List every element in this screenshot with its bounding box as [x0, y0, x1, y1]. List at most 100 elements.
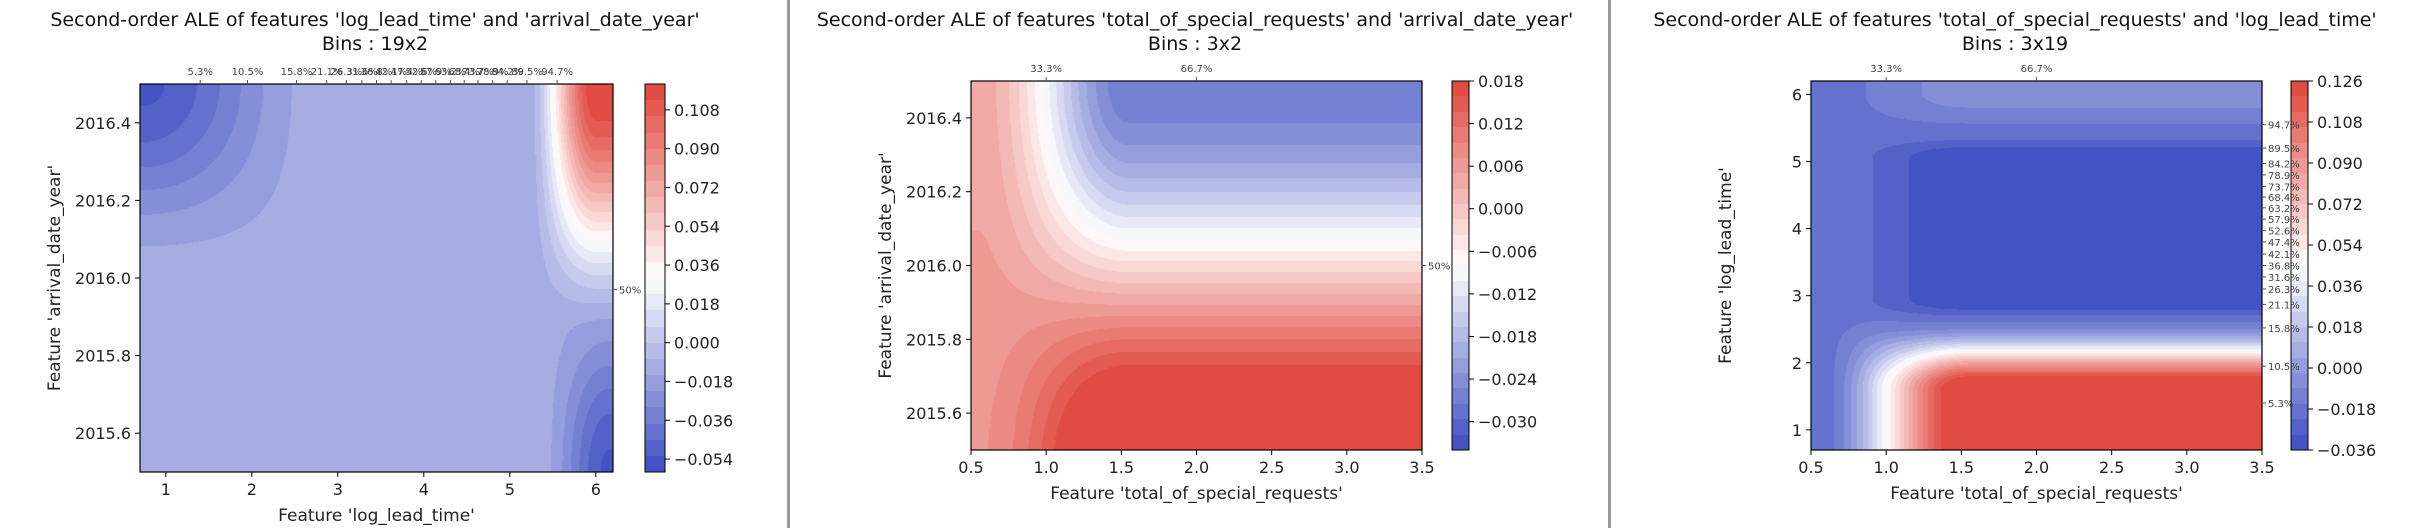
- y-tick-label: 2016.0: [75, 269, 131, 288]
- x-tick-label: 0.5: [958, 458, 983, 477]
- colorbar-frame: [644, 83, 666, 473]
- x-tick-label: 5: [505, 480, 515, 499]
- y-tick-label: 6: [1792, 85, 1802, 104]
- x-tick-label: 2.5: [1259, 458, 1284, 477]
- x-tick-label: 3: [333, 480, 343, 499]
- top-percentile-label: 57.9%: [420, 67, 452, 78]
- x-tick-label: 3.0: [2174, 458, 2199, 477]
- colorbar-tick-label: 0.000: [1478, 200, 1524, 219]
- right-percentile-label: 68.4%: [2268, 193, 2300, 204]
- colorbar-tick-label: 0.018: [674, 295, 720, 314]
- colorbar-tick-label: 0.090: [2317, 154, 2363, 173]
- panel-divider-1: [787, 0, 790, 528]
- right-percentile-label: 21.1%: [2268, 300, 2300, 311]
- colorbar-tick-label: 0.054: [2317, 236, 2363, 255]
- right-percentile-label: 42.1%: [2268, 250, 2300, 261]
- ale-panel-1: Second-order ALE of features 'log_lead_t…: [45, 9, 733, 526]
- right-percentile-label: 89.5%: [2268, 144, 2300, 155]
- y-axis-label: Feature 'arrival_date_year': [45, 165, 65, 391]
- colorbar-tick-label: 0.000: [2317, 359, 2363, 378]
- colorbar-tick-label: −0.024: [1478, 370, 1537, 389]
- chart-title: Second-order ALE of features 'total_of_s…: [1653, 9, 2376, 31]
- y-axis-label: Feature 'log_lead_time': [1716, 167, 1736, 364]
- y-tick-label: 5: [1792, 153, 1802, 172]
- chart-subtitle: Bins : 3x2: [1148, 33, 1242, 55]
- colorbar-tick-label: −0.012: [1478, 285, 1537, 304]
- x-tick-label: 3.5: [1409, 458, 1434, 477]
- colorbar-tick-label: 0.000: [674, 334, 720, 353]
- y-tick-label: 2015.8: [906, 330, 962, 349]
- x-tick-label: 1: [161, 480, 171, 499]
- colorbar-tick-label: −0.036: [674, 411, 733, 430]
- top-percentile-label: 66.7%: [2021, 64, 2053, 75]
- x-tick-label: 2: [247, 480, 257, 499]
- right-percentile-label: 31.6%: [2268, 273, 2300, 284]
- top-percentile-label: 21.1%: [311, 67, 343, 78]
- top-percentile-label: 66.7%: [1181, 64, 1213, 75]
- top-percentile-label: 15.8%: [281, 67, 313, 78]
- colorbar-tick-label: 0.018: [1478, 72, 1524, 91]
- x-tick-label: 2.0: [2024, 458, 2049, 477]
- x-tick-label: 3.5: [2249, 458, 2274, 477]
- colorbar-tick-label: 0.018: [2317, 318, 2363, 337]
- right-percentile-label: 57.9%: [2268, 215, 2300, 226]
- colorbar-tick-label: 0.072: [674, 178, 720, 197]
- top-percentile-label: 5.3%: [187, 67, 212, 78]
- right-percentile-label: 15.8%: [2268, 324, 2300, 335]
- x-axis-label: Feature 'log_lead_time': [278, 506, 475, 526]
- right-percentile-label: 47.4%: [2268, 238, 2300, 249]
- top-percentile-label: 84.2%: [491, 67, 523, 78]
- chart-title: Second-order ALE of features 'log_lead_t…: [50, 9, 699, 31]
- colorbar-tick-label: −0.018: [674, 372, 733, 391]
- y-tick-label: 3: [1792, 287, 1802, 306]
- right-percentile-label: 73.7%: [2268, 182, 2300, 193]
- colorbar-tick-label: 0.006: [1478, 157, 1524, 176]
- top-percentile-label: 33.3%: [1030, 64, 1062, 75]
- y-tick-label: 2016.2: [906, 183, 962, 202]
- top-percentile-label: 33.3%: [1870, 64, 1902, 75]
- right-percentile-label: 26.3%: [2268, 285, 2300, 296]
- colorbar-tick-label: 0.036: [2317, 277, 2363, 296]
- top-percentile-label: 52.6%: [405, 67, 437, 78]
- colorbar-tick-label: 0.012: [1478, 115, 1524, 134]
- chart-subtitle: Bins : 19x2: [322, 33, 428, 55]
- x-tick-label: 3.0: [1334, 458, 1359, 477]
- y-tick-label: 1: [1792, 421, 1802, 440]
- right-percentile-label: 78.9%: [2268, 171, 2300, 182]
- chart-title: Second-order ALE of features 'total_of_s…: [817, 9, 1573, 31]
- right-percentile-label: 94.7%: [2268, 121, 2300, 132]
- right-percentile-label: 50%: [619, 286, 641, 297]
- top-percentile-label: 94.7%: [541, 67, 573, 78]
- colorbar-tick-label: −0.054: [674, 450, 733, 469]
- ale-panel-3: Second-order ALE of features 'total_of_s…: [1653, 9, 2376, 504]
- top-percentile-label: 78.9%: [477, 67, 509, 78]
- plot-frame: [970, 80, 1423, 451]
- colorbar-tick-label: −0.006: [1478, 242, 1537, 261]
- colorbar-tick-label: 0.126: [2317, 72, 2363, 91]
- x-axis-label: Feature 'total_of_special_requests': [1890, 484, 2183, 504]
- y-tick-label: 2016.2: [75, 191, 131, 210]
- y-tick-label: 2015.8: [75, 347, 131, 366]
- right-percentile-label: 5.3%: [2268, 399, 2293, 410]
- top-percentile-label: 10.5%: [232, 67, 264, 78]
- colorbar-tick-label: 0.036: [674, 256, 720, 275]
- colorbar-tick-label: −0.018: [1478, 327, 1537, 346]
- y-tick-label: 4: [1792, 220, 1802, 239]
- right-percentile-label: 36.8%: [2268, 262, 2300, 273]
- x-tick-label: 6: [591, 480, 601, 499]
- y-tick-label: 2015.6: [906, 404, 962, 423]
- top-percentile-label: 89.5%: [511, 67, 543, 78]
- colorbar-frame: [1451, 80, 1470, 451]
- x-tick-label: 1.5: [1949, 458, 1974, 477]
- x-tick-label: 1.0: [1033, 458, 1058, 477]
- colorbar-tick-label: 0.054: [674, 217, 720, 236]
- ale-panel-2: Second-order ALE of features 'total_of_s…: [817, 9, 1573, 504]
- right-percentile-label: 63.2%: [2268, 204, 2300, 215]
- plot-frame: [1810, 80, 2263, 451]
- colorbar-tick-label: 0.090: [674, 140, 720, 159]
- top-percentile-label: 63.2%: [435, 67, 467, 78]
- y-tick-label: 2016.4: [906, 109, 962, 128]
- x-tick-label: 0.5: [1798, 458, 1823, 477]
